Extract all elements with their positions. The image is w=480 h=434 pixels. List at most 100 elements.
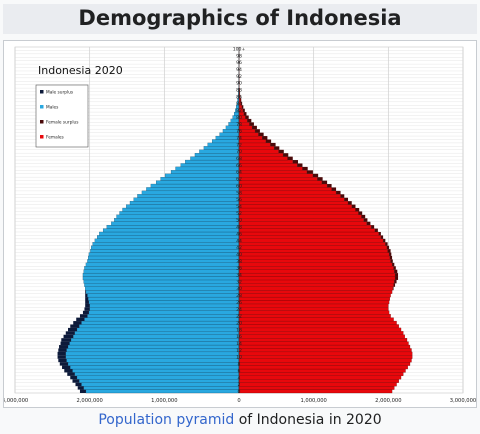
female-surplus-bar <box>274 146 280 150</box>
female-bar <box>238 190 337 195</box>
female-surplus-bar <box>255 129 260 133</box>
male-bar <box>164 173 240 178</box>
legend-item-females: Females <box>46 134 65 140</box>
female-surplus-bar <box>383 238 386 243</box>
age-tick-label: 24 <box>236 307 242 313</box>
female-surplus-bar <box>283 153 289 157</box>
female-bar <box>238 221 367 226</box>
male-surplus-bar <box>73 321 82 325</box>
x-tick-label: 2,000,000 <box>375 398 401 404</box>
female-surplus-bar <box>348 201 352 205</box>
male-bar <box>175 166 240 171</box>
age-tick-label: 90 <box>236 81 242 87</box>
male-bar <box>81 382 240 387</box>
female-bar <box>238 344 411 349</box>
male-bar <box>73 334 240 339</box>
age-tick-label: 36 <box>236 266 242 272</box>
chart-title: Indonesia 2020 <box>38 64 123 77</box>
page-title: Demographics of Indonesia <box>78 6 402 30</box>
age-tick-label: 58 <box>236 190 242 196</box>
age-tick-label: 60 <box>236 183 242 189</box>
male-bar <box>82 272 240 277</box>
female-surplus-bar <box>247 118 252 123</box>
female-bar <box>238 149 279 154</box>
female-bar <box>238 386 395 390</box>
female-bar <box>238 225 372 229</box>
age-tick-label: 96 <box>236 60 242 66</box>
female-bar <box>238 139 267 144</box>
male-bar <box>79 324 240 329</box>
female-bar <box>238 248 388 253</box>
male-bar <box>87 293 240 298</box>
x-tick-label: 2,000,000 <box>76 398 102 404</box>
age-tick-label: 4 <box>238 375 241 381</box>
female-bar <box>238 379 399 383</box>
female-surplus-bar <box>386 245 390 250</box>
female-surplus-bar <box>331 187 337 191</box>
female-bar <box>238 211 359 215</box>
male-bar <box>129 201 240 205</box>
male-bar <box>85 290 240 294</box>
age-tick-label: 62 <box>236 177 242 183</box>
age-tick-label: 74 <box>236 135 242 141</box>
male-bar <box>150 183 240 188</box>
female-surplus-bar <box>351 204 356 209</box>
female-bar <box>238 259 391 263</box>
male-bar <box>85 389 240 394</box>
female-surplus-bar <box>240 98 242 102</box>
female-bar <box>238 293 391 298</box>
population-pyramid-link[interactable]: Population pyramid <box>98 412 235 428</box>
female-bar <box>238 317 394 322</box>
male-bar <box>74 372 240 376</box>
age-tick-label: 70 <box>236 149 242 155</box>
age-tick-label: 80 <box>236 115 242 121</box>
age-tick-label: 30 <box>236 286 242 292</box>
female-bar <box>238 372 404 376</box>
male-surplus-bar <box>64 369 73 373</box>
male-bar <box>88 296 240 301</box>
age-tick-label: 72 <box>236 142 242 148</box>
male-bar <box>137 194 240 198</box>
female-surplus-bar <box>258 132 264 137</box>
male-bar <box>72 368 240 373</box>
female-surplus-bar <box>371 225 375 229</box>
female-bar <box>238 382 397 387</box>
age-tick-label: 46 <box>236 231 242 237</box>
female-surplus-bar <box>312 173 319 178</box>
female-bar <box>238 375 402 380</box>
female-surplus-bar <box>394 269 398 274</box>
female-bar <box>238 146 275 150</box>
male-bar <box>122 207 240 212</box>
female-bar <box>238 183 328 188</box>
male-surplus-bar <box>65 331 75 335</box>
male-bar <box>76 375 240 380</box>
female-bar <box>238 348 412 353</box>
female-surplus-bar <box>245 115 249 119</box>
age-tick-label: 76 <box>236 129 242 135</box>
female-surplus-bar <box>385 242 388 246</box>
male-surplus-bar <box>63 334 74 339</box>
female-bar <box>238 142 271 147</box>
male-bar <box>83 269 240 274</box>
figure-caption: Population pyramid of Indonesia in 2020 <box>0 412 480 428</box>
female-bar <box>238 358 412 363</box>
female-surplus-bar <box>252 125 257 130</box>
male-surplus-bar <box>58 358 67 363</box>
male-bar <box>114 218 240 222</box>
legend-item-male-surplus-swatch <box>40 90 44 94</box>
female-surplus-bar <box>243 112 247 116</box>
age-tick-label: 82 <box>236 108 242 114</box>
male-bar <box>133 197 240 202</box>
female-surplus-bar <box>249 122 254 126</box>
female-surplus-bar <box>344 197 349 202</box>
female-bar <box>238 283 394 287</box>
male-surplus-bar <box>57 355 66 359</box>
male-surplus-bar <box>60 341 70 346</box>
female-bar <box>238 341 409 346</box>
legend-item-female-surplus: Female surplus <box>46 119 79 125</box>
female-surplus-bar <box>270 142 276 147</box>
male-bar <box>79 379 240 383</box>
age-tick-label: 22 <box>236 314 242 320</box>
male-surplus-bar <box>77 386 84 390</box>
male-bar <box>82 276 240 281</box>
